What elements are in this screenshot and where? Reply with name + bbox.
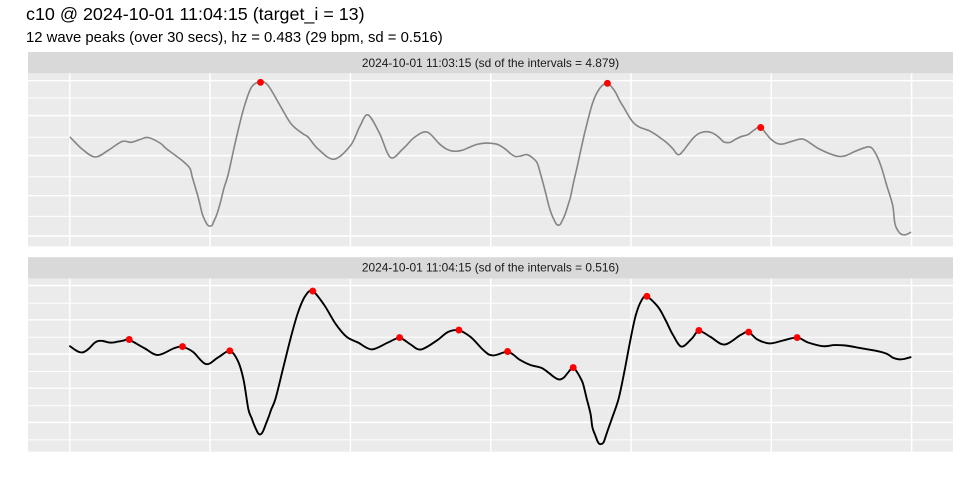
svg-text:2024-10-01 11:03:15 (sd of the: 2024-10-01 11:03:15 (sd of the intervals…: [362, 56, 619, 70]
svg-text:c10 @ 2024-10-01 11:04:15 (tar: c10 @ 2024-10-01 11:04:15 (target_i = 13…: [26, 4, 365, 25]
svg-text:2024-10-01 11:04:15 (sd of the: 2024-10-01 11:04:15 (sd of the intervals…: [362, 260, 619, 274]
svg-text:12 wave peaks (over 30 secs),: 12 wave peaks (over 30 secs), hz = 0.483…: [26, 30, 443, 46]
